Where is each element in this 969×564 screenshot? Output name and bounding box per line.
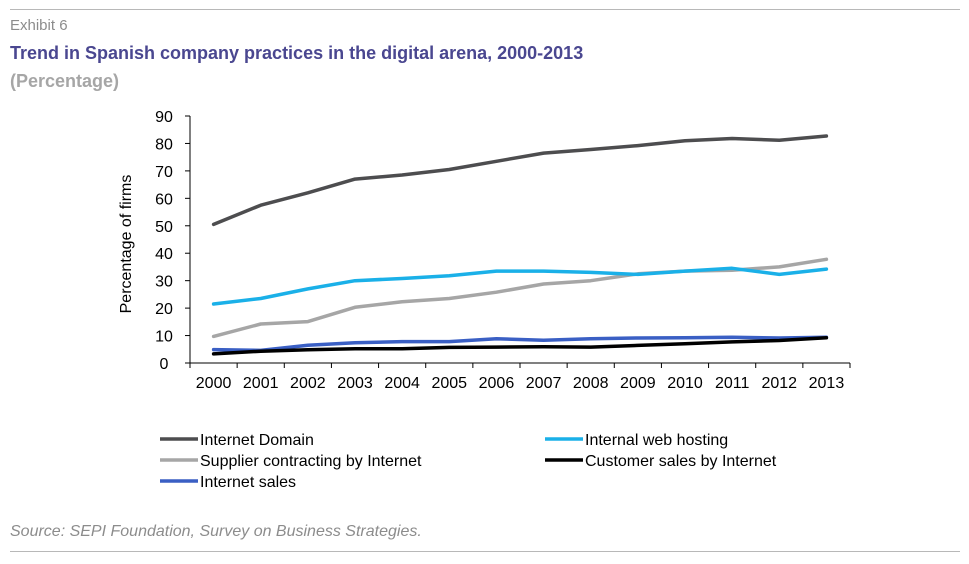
legend-item: Supplier contracting by Internet: [160, 453, 422, 470]
x-tick-label: 2001: [243, 375, 279, 392]
series-line-customer-sales-by-internet: [211, 336, 829, 356]
y-tick-label: 0: [160, 356, 169, 373]
series-line-internet-sales: [211, 335, 829, 353]
x-tick-label: 2006: [479, 375, 515, 392]
x-tick-label: 2012: [761, 375, 797, 392]
x-tick-label: 2005: [431, 375, 467, 392]
legend-label: Supplier contracting by Internet: [200, 453, 422, 470]
top-rule: [10, 9, 960, 10]
series-line-internet-domain: [211, 134, 829, 227]
bottom-rule: [10, 551, 960, 552]
legend-item: Internet Domain: [160, 432, 314, 449]
x-tick-label: 2003: [337, 375, 373, 392]
exhibit-label: Exhibit 6: [10, 17, 68, 34]
legend-label: Internet Domain: [200, 432, 314, 449]
x-tick-label: 2013: [809, 375, 845, 392]
legend-label: Internet sales: [200, 474, 296, 491]
y-tick-label: 30: [155, 274, 173, 291]
line-chart: 0 10 20 30 40 50 60 70 80 90 2000 2001 2002 2003 2004 2…: [118, 109, 851, 491]
chart-series: [211, 134, 829, 356]
legend-item: Internet sales: [160, 474, 296, 491]
x-tick-label: 2000: [196, 375, 232, 392]
x-tick-label: 2008: [573, 375, 609, 392]
chart-title: Trend in Spanish company practices in th…: [10, 43, 584, 63]
legend-item: Internal web hosting: [545, 432, 728, 449]
y-tick-label: 10: [155, 329, 173, 346]
y-tick-label: 40: [155, 246, 173, 263]
x-tick-label: 2009: [620, 375, 656, 392]
chart-legend: Internet Domain Internal web hosting Suppl…: [160, 432, 777, 491]
x-tick-label: 2010: [667, 375, 703, 392]
y-tick-label: 80: [155, 136, 173, 153]
y-tick-label: 70: [155, 164, 173, 181]
y-tick-label: 50: [155, 219, 173, 236]
legend-label: Customer sales by Internet: [585, 453, 777, 470]
source-note: Source: SEPI Foundation, Survey on Busin…: [10, 523, 422, 540]
legend-item: Customer sales by Internet: [545, 453, 777, 470]
chart-ticks: 0 10 20 30 40 50 60 70 80 90 2000 2001 2002 2003 2004 2…: [155, 109, 851, 392]
y-tick-label: 90: [155, 109, 173, 126]
x-tick-label: 2002: [290, 375, 326, 392]
x-tick-label: 2004: [384, 375, 420, 392]
y-axis-label: Percentage of firms: [118, 175, 135, 314]
y-tick-label: 20: [155, 301, 173, 318]
chart-subtitle: (Percentage): [10, 71, 120, 91]
x-tick-label: 2011: [715, 375, 750, 392]
series-line-internal-web-hosting: [211, 266, 829, 306]
x-tick-label: 2007: [526, 375, 562, 392]
chart-axes: [189, 116, 850, 364]
y-tick-label: 60: [155, 191, 173, 208]
legend-label: Internal web hosting: [585, 432, 728, 449]
